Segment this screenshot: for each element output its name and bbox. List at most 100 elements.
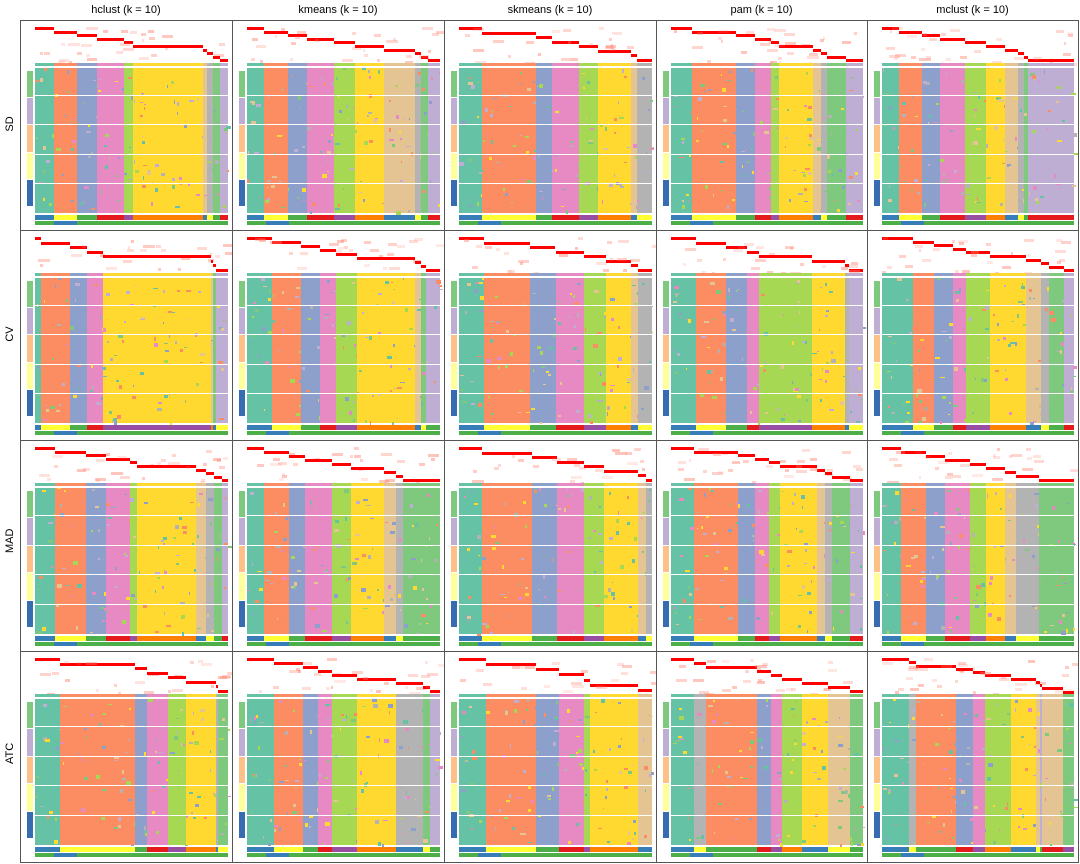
bottom-annotation-row-2: [671, 431, 863, 435]
bottom-annotation-row-1: [459, 847, 653, 852]
class-annotation-strip: [35, 63, 229, 66]
bottom-annotation-row-1: [671, 425, 864, 430]
bottom-annotation-row-1: [35, 215, 229, 220]
row-annotation-bar: [874, 702, 880, 839]
bottom-annotation-row-1: [882, 425, 1075, 430]
bottom-annotation-row-2: [882, 221, 1074, 225]
bottom-annotation-row-1: [459, 636, 653, 641]
bottom-annotation-row-2: [459, 431, 652, 435]
column-title: pam (k = 10): [730, 4, 793, 16]
column-title: hclust (k = 10): [91, 4, 161, 16]
heatmap-panel-mad-mclust: [867, 440, 1079, 652]
membership-track: [459, 27, 652, 67]
row-label: SD: [4, 116, 16, 132]
bottom-annotation-row-1: [35, 847, 229, 852]
bottom-annotation-row-2: [671, 853, 863, 857]
consensus-heatmap: [247, 698, 444, 847]
class-annotation-strip: [882, 483, 1075, 486]
bottom-annotation-row-2: [671, 642, 863, 646]
membership-track: [882, 658, 1078, 698]
row-annotation-bar: [451, 281, 457, 417]
membership-track: [671, 27, 863, 67]
row-annotation-bar: [451, 702, 457, 839]
membership-track: [247, 658, 444, 698]
heatmap-panel-mad-hclust: [20, 440, 233, 652]
consensus-heatmap: [882, 277, 1078, 427]
consensus-heatmap: [247, 487, 441, 635]
class-annotation-strip: [882, 63, 1075, 66]
row-annotation-bar: [874, 281, 880, 417]
bottom-annotation-row-2: [35, 642, 228, 646]
membership-track: [882, 27, 1078, 67]
consensus-heatmap: [459, 698, 655, 845]
membership-track: [459, 658, 656, 698]
membership-track: [35, 447, 228, 487]
column-title: skmeans (k = 10): [507, 4, 593, 16]
consensus-heatmap: [459, 487, 653, 637]
heatmap-panel-atc-mclust: [867, 651, 1079, 863]
membership-track: [882, 447, 1078, 487]
bottom-annotation-row-1: [671, 215, 864, 220]
row-annotation-bar: [239, 491, 245, 628]
row-annotation-bar: [451, 71, 457, 207]
consensus-heatmap: [671, 67, 864, 214]
row-label: CV: [4, 326, 16, 342]
row-annotation-bar: [239, 71, 245, 207]
heatmap-panel-atc-pam: [656, 651, 868, 863]
class-annotation-strip: [459, 694, 653, 697]
row-annotation-bar: [27, 702, 33, 839]
heatmap-panel-sd-hclust: [20, 20, 233, 231]
row-annotation-bar: [663, 71, 669, 207]
bottom-annotation-row-2: [247, 853, 440, 857]
row-annotation-bar: [451, 491, 457, 628]
heatmap-panel-atc-hclust: [20, 651, 233, 863]
membership-track: [459, 237, 656, 277]
class-annotation-strip: [459, 273, 653, 276]
bottom-annotation-row-2: [247, 221, 440, 225]
consensus-heatmap: [247, 67, 441, 215]
membership-track: [35, 237, 232, 277]
consensus-heatmap: [882, 698, 1078, 847]
bottom-annotation-row-1: [459, 215, 653, 220]
consensus-heatmap: [671, 277, 867, 425]
heatmap-panel-mad-skmeans: [444, 440, 657, 652]
membership-track: [459, 447, 652, 487]
consensus-heatmap: [35, 698, 232, 847]
class-annotation-strip: [247, 694, 441, 697]
bottom-annotation-row-1: [671, 636, 864, 641]
row-annotation-bar: [663, 281, 669, 417]
bottom-annotation-row-1: [247, 425, 441, 430]
class-annotation-strip: [35, 694, 229, 697]
bottom-annotation-row-1: [35, 425, 229, 430]
heatmap-panel-cv-skmeans: [444, 230, 657, 441]
consensus-heatmap: [882, 487, 1077, 635]
consensus-heatmap: [35, 487, 232, 637]
class-annotation-strip: [35, 483, 229, 486]
bottom-annotation-row-2: [35, 431, 228, 435]
column-title: kmeans (k = 10): [298, 4, 378, 16]
bottom-annotation-row-1: [459, 425, 653, 430]
bottom-annotation-row-1: [671, 847, 864, 852]
consensus-heatmap: [35, 67, 231, 213]
class-annotation-strip: [459, 63, 653, 66]
heatmap-panel-atc-kmeans: [232, 651, 445, 863]
membership-track: [247, 447, 440, 487]
heatmap-panel-sd-pam: [656, 20, 868, 231]
consensus-heatmap: [459, 277, 654, 424]
membership-track: [247, 27, 444, 67]
class-annotation-strip: [882, 694, 1075, 697]
bottom-annotation-row-2: [882, 431, 1074, 435]
class-annotation-strip: [35, 273, 229, 276]
bottom-annotation-row-2: [882, 853, 1074, 857]
bottom-annotation-row-1: [882, 847, 1075, 852]
bottom-annotation-row-2: [671, 221, 863, 225]
class-annotation-strip: [671, 694, 864, 697]
column-title: mclust (k = 10): [936, 4, 1009, 16]
membership-track: [35, 658, 232, 698]
consensus-heatmap: [459, 67, 655, 214]
consensus-heatmap: [882, 67, 1078, 213]
bottom-annotation-row-1: [35, 636, 229, 641]
heatmap-panel-mad-kmeans: [232, 440, 445, 652]
heatmap-panel-sd-mclust: [867, 20, 1079, 231]
class-annotation-strip: [882, 273, 1075, 276]
